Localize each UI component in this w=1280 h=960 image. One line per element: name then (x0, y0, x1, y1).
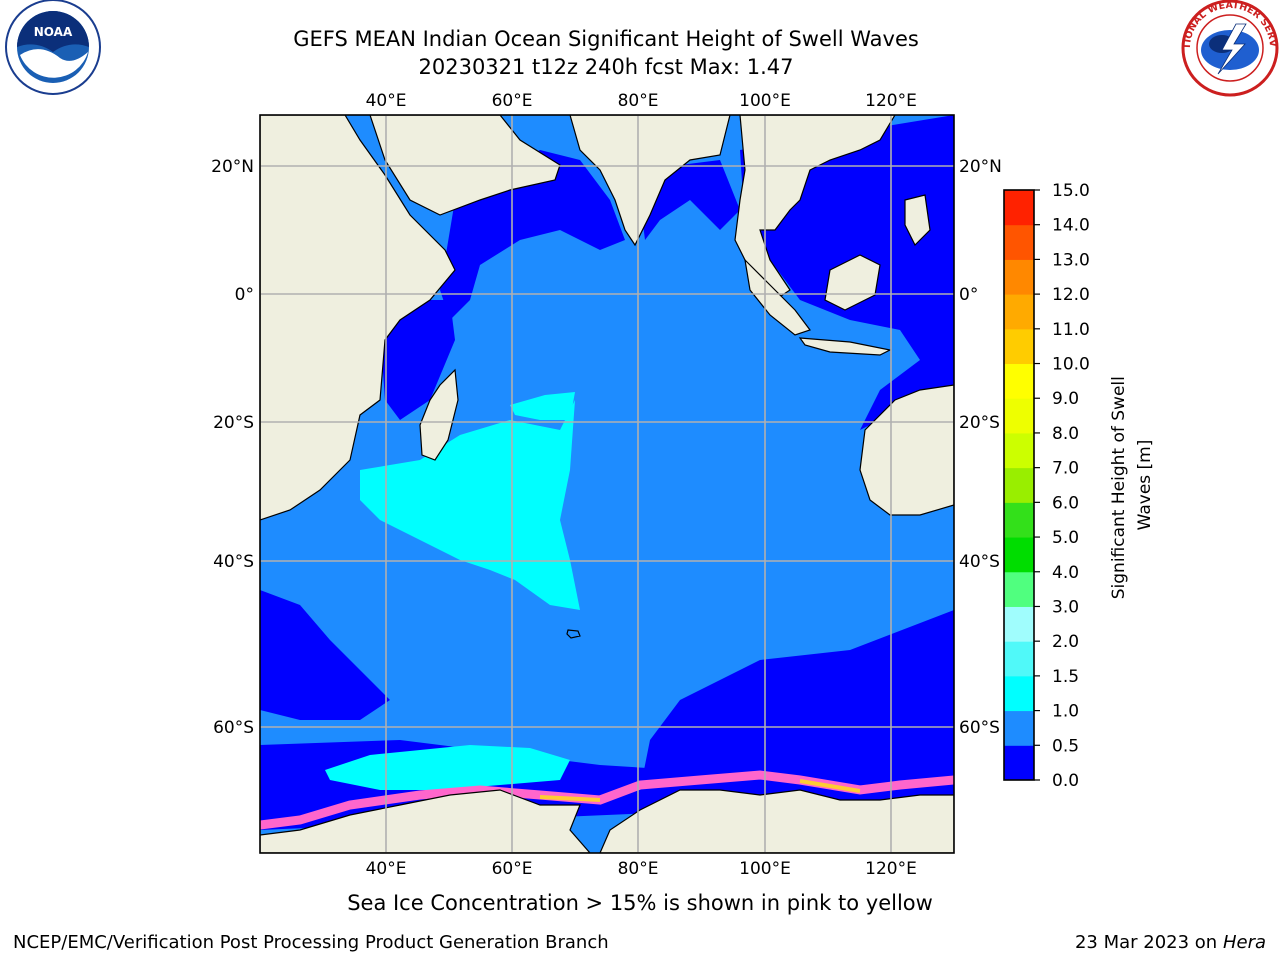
lat-label: 20°N (211, 157, 254, 177)
colorbar-segment (1004, 675, 1034, 712)
colorbar-tick-label: 6.0 (1052, 493, 1079, 513)
lat-labels-left: 20°N 0° 20°S 40°S 60°S (211, 157, 254, 738)
colorbar-tick-label: 13.0 (1052, 250, 1090, 270)
lat-label: 20°N (959, 157, 1002, 177)
colorbar-segment (1004, 467, 1034, 503)
colorbar-frame (1003, 189, 1035, 781)
colorbar-label-line2: Waves [m] (1135, 440, 1155, 531)
lon-labels-bottom: 40°E 60°E 80°E 100°E 120°E (366, 859, 917, 879)
colorbar-segment (1004, 294, 1034, 330)
colorbar-segment (1004, 259, 1034, 295)
footer-credit: NCEP/EMC/Verification Post Processing Pr… (13, 932, 609, 953)
noaa-logo-text: NOAA (34, 25, 73, 39)
lon-labels-top: 40°E 60°E 80°E 100°E 120°E (366, 91, 917, 111)
map-frame (259, 114, 955, 854)
kerguelen-island (566, 629, 581, 639)
lon-label: 60°E (492, 859, 533, 879)
colorbar-label: Significant Height of Swell Waves [m] (1109, 371, 1155, 600)
noaa-logo: NOAA (5, 0, 101, 95)
colorbar-segment (1004, 432, 1034, 469)
colorbar-tick-label: 0.5 (1052, 736, 1079, 756)
colorbar-segment (1004, 328, 1034, 365)
lon-label: 40°E (366, 859, 407, 879)
colorbar-tick-label: 1.0 (1052, 702, 1079, 722)
colorbar-segment (1004, 710, 1034, 746)
colorbar-tick-label: 12.0 (1052, 285, 1090, 305)
colorbar-segment (1004, 641, 1034, 677)
lat-label: 60°S (213, 718, 254, 738)
map-panel (260, 115, 954, 853)
nws-logo-text: NATIONAL WEATHER SERVICE (0, 0, 1278, 50)
colorbar-tick-label: 10.0 (1052, 355, 1090, 375)
map-title: GEFS MEAN Indian Ocean Significant Heigh… (293, 27, 919, 51)
colorbar-tick-label: 8.0 (1052, 424, 1079, 444)
footer-host: Hera (1222, 932, 1266, 953)
gridlines (260, 115, 954, 853)
colorbar-segment (1004, 398, 1034, 434)
colorbar-tick-label: 11.0 (1052, 320, 1090, 340)
lon-label: 80°E (618, 91, 659, 111)
colorbar-segment (1004, 363, 1034, 399)
lon-label: 100°E (739, 91, 791, 111)
colorbar-tick-label: 14.0 (1052, 216, 1090, 236)
lon-label: 60°E (492, 91, 533, 111)
lat-label: 20°S (213, 413, 254, 433)
colorbar-segment (1004, 571, 1034, 607)
colorbar-label-line1: Significant Height of Swell (1109, 376, 1129, 599)
footer-date: 23 Mar 2023 on Hera (1075, 932, 1266, 953)
colorbar-tick-label: 1.5 (1052, 667, 1079, 687)
colorbar-tick-label: 9.0 (1052, 389, 1079, 409)
lon-label: 120°E (865, 91, 917, 111)
colorbar-segment (1004, 502, 1034, 538)
lat-label: 60°S (959, 718, 1000, 738)
colorbar-segment (1004, 745, 1034, 781)
lon-label: 40°E (366, 91, 407, 111)
sea-ice-note: Sea Ice Concentration > 15% is shown in … (347, 891, 933, 915)
nws-logo: NATIONAL WEATHER SERVICE (0, 0, 1279, 97)
colorbar-segment (1004, 224, 1034, 260)
lat-labels-right: 20°N 0° 20°S 40°S 60°S (959, 157, 1002, 738)
land-masses (260, 115, 954, 853)
lat-label: 40°S (213, 552, 254, 572)
lon-label: 80°E (618, 859, 659, 879)
colorbar-tick-label: 0.0 (1052, 771, 1079, 791)
lat-label: 40°S (959, 552, 1000, 572)
colorbar-segment (1004, 190, 1034, 226)
lat-label: 20°S (959, 413, 1000, 433)
map-subtitle: 20230321 t12z 240h fcst Max: 1.47 (418, 55, 794, 79)
colorbar-tick-label: 4.0 (1052, 563, 1079, 583)
footer-date-text: 23 Mar 2023 on (1074, 932, 1218, 953)
lon-label: 100°E (739, 859, 791, 879)
colorbar-segment (1004, 537, 1034, 573)
colorbar-tick-label: 15.0 (1052, 181, 1090, 201)
colorbar: 0.0 0.5 1.0 1.5 2.0 3.0 4.0 5.0 6.0 7.0 8.0 9.0 10.0… (1003, 181, 1090, 791)
colorbar-segment (1004, 606, 1034, 642)
lat-label: 0° (235, 285, 254, 305)
sea-ice-core (539, 779, 861, 802)
colorbar-tick-label: 2.0 (1052, 632, 1079, 652)
lon-label: 120°E (865, 859, 917, 879)
colorbar-tick-label: 7.0 (1052, 459, 1079, 479)
colorbar-tick-label: 5.0 (1052, 528, 1079, 548)
colorbar-tick-label: 3.0 (1052, 597, 1079, 617)
lat-label: 0° (959, 285, 978, 305)
